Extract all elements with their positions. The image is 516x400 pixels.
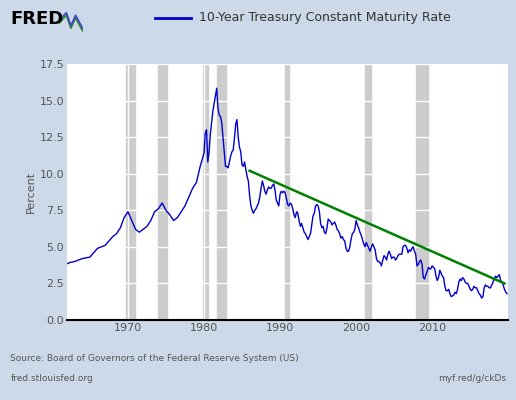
Bar [203, 64, 208, 320]
Text: FRED: FRED [10, 10, 63, 28]
Text: Source: Board of Governors of the Federal Reserve System (US): Source: Board of Governors of the Federa… [10, 354, 299, 363]
Bar [158, 64, 167, 320]
Text: 10-Year Treasury Constant Maturity Rate: 10-Year Treasury Constant Maturity Rate [199, 12, 450, 24]
Text: fred.stlouisfed.org: fred.stlouisfed.org [10, 374, 93, 383]
Bar [365, 64, 370, 320]
Y-axis label: Percent: Percent [25, 171, 36, 213]
Text: myf.red/g/ckDs: myf.red/g/ckDs [438, 374, 506, 383]
Bar [285, 64, 289, 320]
Bar [416, 64, 428, 320]
Bar [126, 64, 135, 320]
Bar [217, 64, 226, 320]
